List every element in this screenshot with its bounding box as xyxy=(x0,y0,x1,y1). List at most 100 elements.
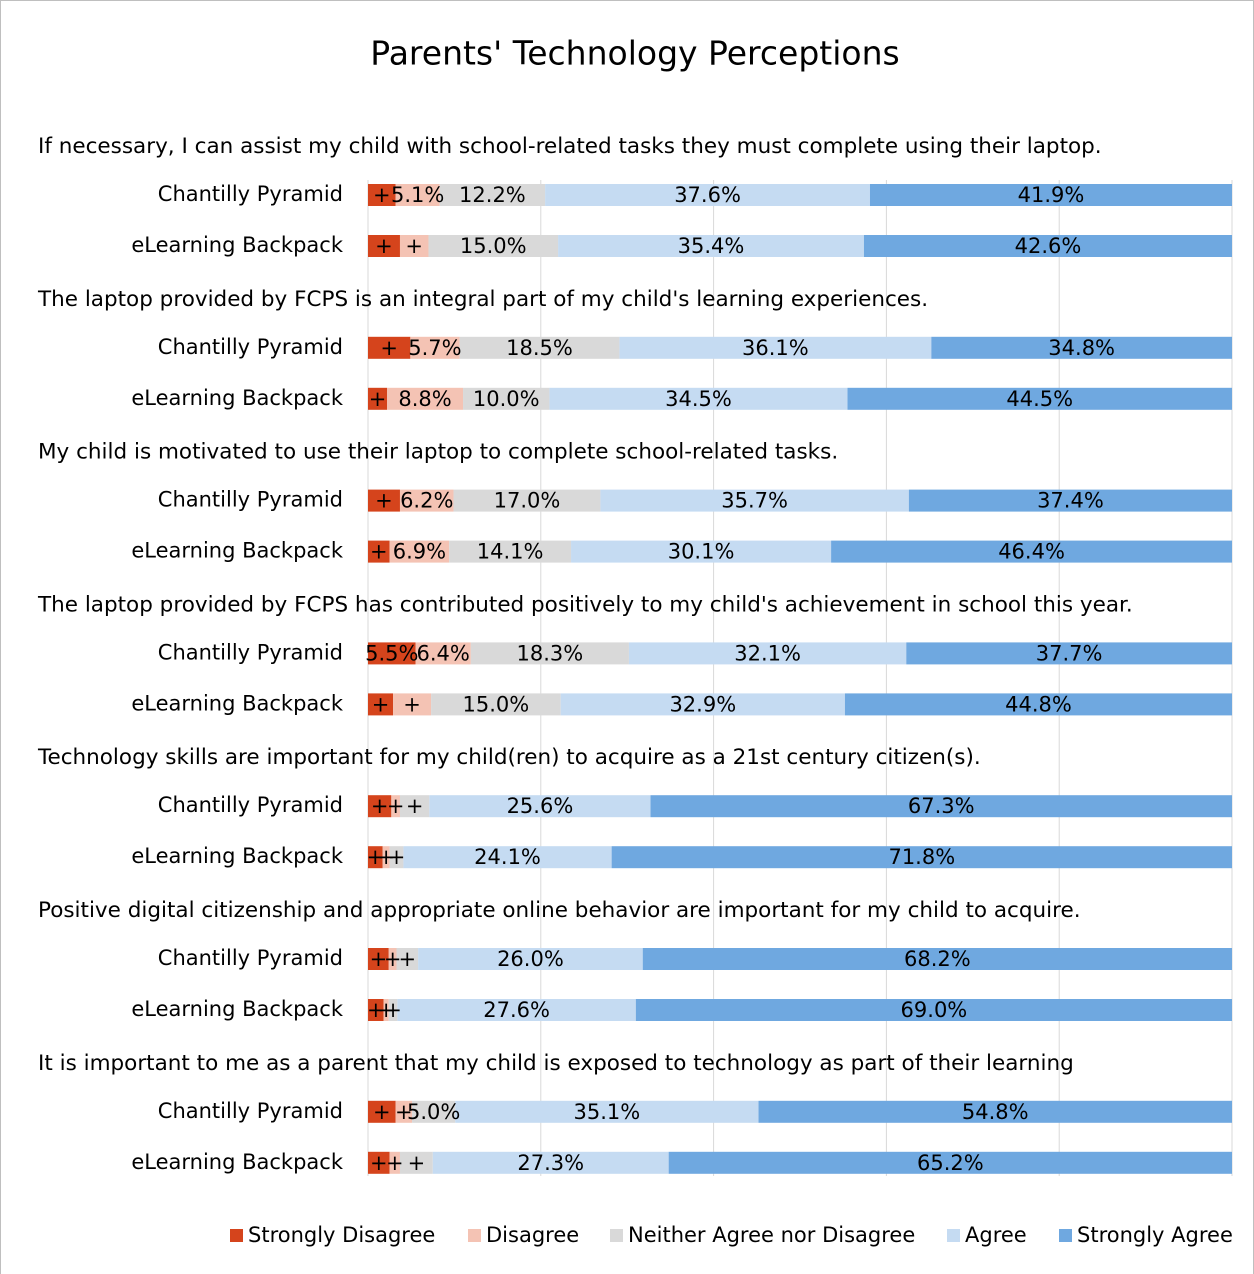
value-label: 6.2% xyxy=(400,489,453,513)
legend-label: Disagree xyxy=(486,1223,579,1247)
value-label: 32.1% xyxy=(734,641,801,665)
value-label: + xyxy=(369,387,387,411)
bar-segment xyxy=(388,999,398,1021)
value-label: 42.6% xyxy=(1015,234,1082,258)
value-label: 26.0% xyxy=(497,947,564,971)
value-label: 15.0% xyxy=(460,234,527,258)
value-label: + xyxy=(377,845,395,869)
bar-segment xyxy=(399,235,429,257)
value-label: + xyxy=(406,794,424,818)
bar-segment xyxy=(368,999,384,1021)
bar-segment xyxy=(395,184,440,206)
category-label: Chantilly Pyramid xyxy=(158,335,343,359)
category-label: Chantilly Pyramid xyxy=(158,793,343,817)
category-label: Chantilly Pyramid xyxy=(158,946,343,970)
bar-segment xyxy=(470,642,629,665)
value-label: 35.7% xyxy=(721,489,788,513)
category-label: eLearning Backpack xyxy=(131,844,343,868)
value-label: 69.0% xyxy=(901,998,968,1022)
bar-segment xyxy=(908,489,1232,512)
value-label: + xyxy=(399,947,417,971)
legend-swatch xyxy=(947,1229,960,1242)
value-label: 12.2% xyxy=(459,183,526,207)
bar-segment xyxy=(368,540,390,563)
value-label: 35.4% xyxy=(678,234,745,258)
bar-segment xyxy=(368,235,400,257)
value-label: 30.1% xyxy=(668,540,735,564)
value-label: 34.5% xyxy=(665,387,732,411)
legend-swatch xyxy=(230,1229,243,1242)
bar-segment xyxy=(410,336,460,359)
bar-segment xyxy=(931,336,1232,359)
bar-segment xyxy=(368,1151,390,1174)
bar-segment xyxy=(628,642,907,665)
value-label: 37.4% xyxy=(1037,489,1104,513)
legend-label: Agree xyxy=(965,1223,1027,1247)
legend-swatch xyxy=(610,1229,623,1242)
bar-segment xyxy=(611,846,1232,869)
bar-segment xyxy=(393,693,432,716)
value-label: 71.8% xyxy=(888,845,955,869)
bar-segment xyxy=(844,693,1232,716)
bar-segment xyxy=(635,999,1232,1021)
value-label: + xyxy=(373,1100,391,1124)
bar-segment xyxy=(368,1100,396,1123)
value-label: 67.3% xyxy=(908,794,975,818)
bar-segment xyxy=(455,1100,759,1123)
bar-segment xyxy=(399,1151,433,1174)
bar-segment xyxy=(396,948,419,970)
value-label: 5.5% xyxy=(365,641,418,665)
bar-segment xyxy=(368,693,394,716)
bar-segment xyxy=(431,693,561,716)
bar-segment xyxy=(428,235,559,257)
bar-segment xyxy=(389,1151,400,1174)
bar-segment xyxy=(668,1151,1232,1174)
value-label: 25.6% xyxy=(507,794,574,818)
value-label: 5.1% xyxy=(391,183,444,207)
value-label: + xyxy=(370,540,388,564)
value-label: 8.8% xyxy=(398,387,451,411)
category-label: Chantilly Pyramid xyxy=(158,488,343,512)
bar-segment xyxy=(463,387,550,410)
legend-label: Strongly Agree xyxy=(1077,1223,1233,1247)
bar-segment xyxy=(558,235,864,257)
bar-segment xyxy=(388,948,397,970)
value-label: 44.5% xyxy=(1006,387,1073,411)
value-label: 32.9% xyxy=(669,692,736,716)
value-label: + xyxy=(370,1151,388,1175)
bar-segment xyxy=(600,489,909,512)
bar-segment xyxy=(389,540,450,563)
value-label: 6.4% xyxy=(416,641,469,665)
bar-segment xyxy=(571,540,832,563)
value-label: + xyxy=(367,998,385,1022)
value-label: 54.8% xyxy=(962,1100,1029,1124)
value-label: + xyxy=(384,947,402,971)
bar-segment xyxy=(368,489,400,512)
bar-segment xyxy=(418,948,643,970)
category-label: eLearning Backpack xyxy=(131,1150,343,1174)
category-label: eLearning Backpack xyxy=(131,997,343,1021)
bar-segment xyxy=(432,1151,669,1174)
bar-segment xyxy=(453,489,601,512)
value-label: + xyxy=(387,794,405,818)
legend-swatch xyxy=(1059,1229,1072,1242)
value-label: 5.0% xyxy=(407,1100,460,1124)
bar-segment xyxy=(397,999,636,1021)
value-label: + xyxy=(372,692,390,716)
value-label: + xyxy=(371,794,389,818)
value-label: + xyxy=(403,692,421,716)
bar-segment xyxy=(831,540,1232,563)
value-label: 44.8% xyxy=(1005,692,1072,716)
legend-label: Strongly Disagree xyxy=(248,1223,435,1247)
bar-segment xyxy=(619,336,932,359)
bar-segment xyxy=(399,489,454,512)
bar-segment xyxy=(429,795,651,818)
question: My child is motivated to use their lapto… xyxy=(38,440,838,465)
value-label: 18.5% xyxy=(506,336,573,360)
value-label: + xyxy=(405,234,423,258)
bar-segment xyxy=(389,846,404,869)
value-label: + xyxy=(375,489,393,513)
bar-segment xyxy=(368,387,388,410)
